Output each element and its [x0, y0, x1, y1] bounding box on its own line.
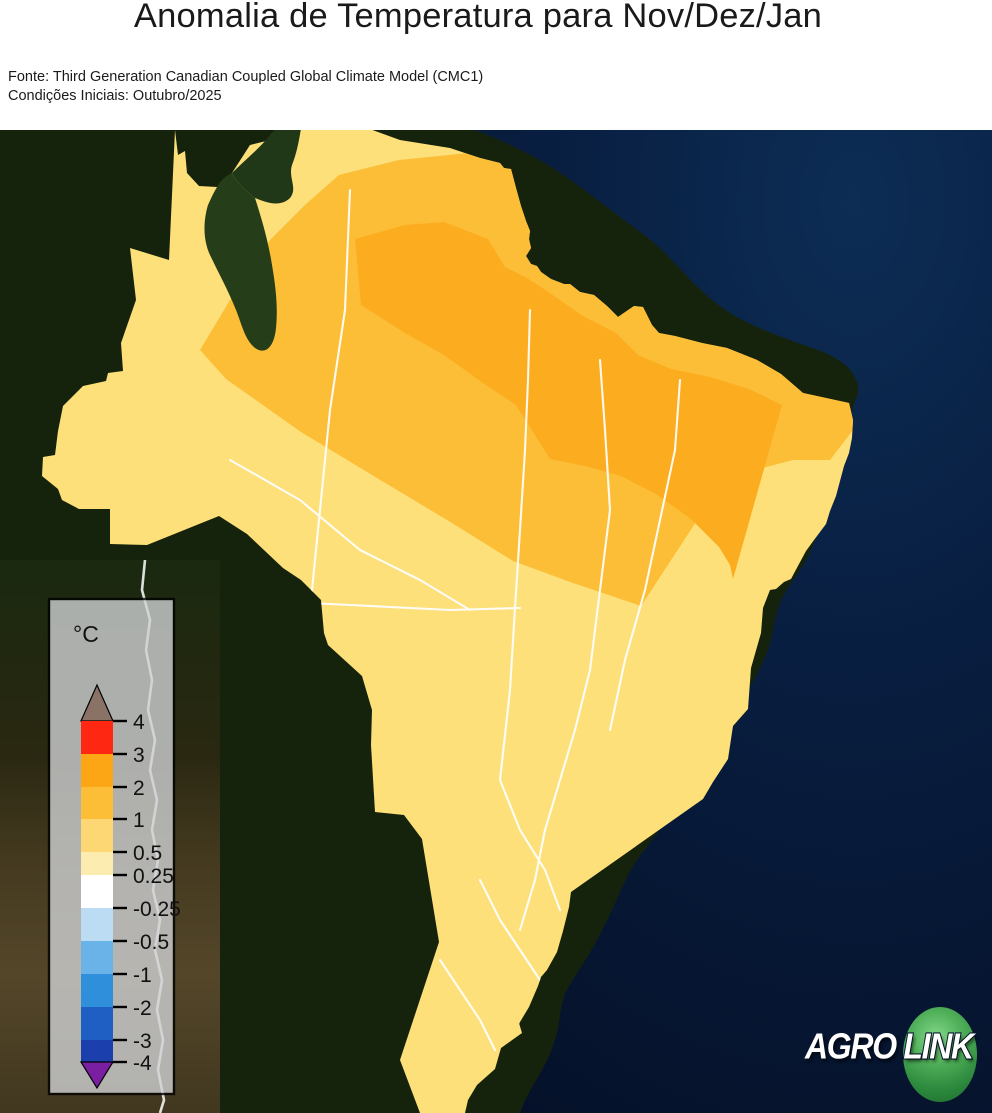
svg-text:3: 3 [133, 744, 145, 767]
svg-text:-2: -2 [133, 997, 152, 1020]
svg-text:0.25: 0.25 [133, 865, 174, 888]
svg-text:1: 1 [133, 809, 145, 832]
svg-text:4: 4 [133, 711, 145, 734]
svg-text:2: 2 [133, 777, 145, 800]
svg-text:-4: -4 [133, 1052, 152, 1075]
svg-text:-0.5: -0.5 [133, 931, 169, 954]
svg-text:-0.25: -0.25 [133, 898, 181, 921]
svg-text:-1: -1 [133, 964, 152, 987]
svg-text:°C: °C [73, 621, 99, 647]
svg-text:-3: -3 [133, 1030, 152, 1053]
svg-text:0.5: 0.5 [133, 842, 162, 865]
